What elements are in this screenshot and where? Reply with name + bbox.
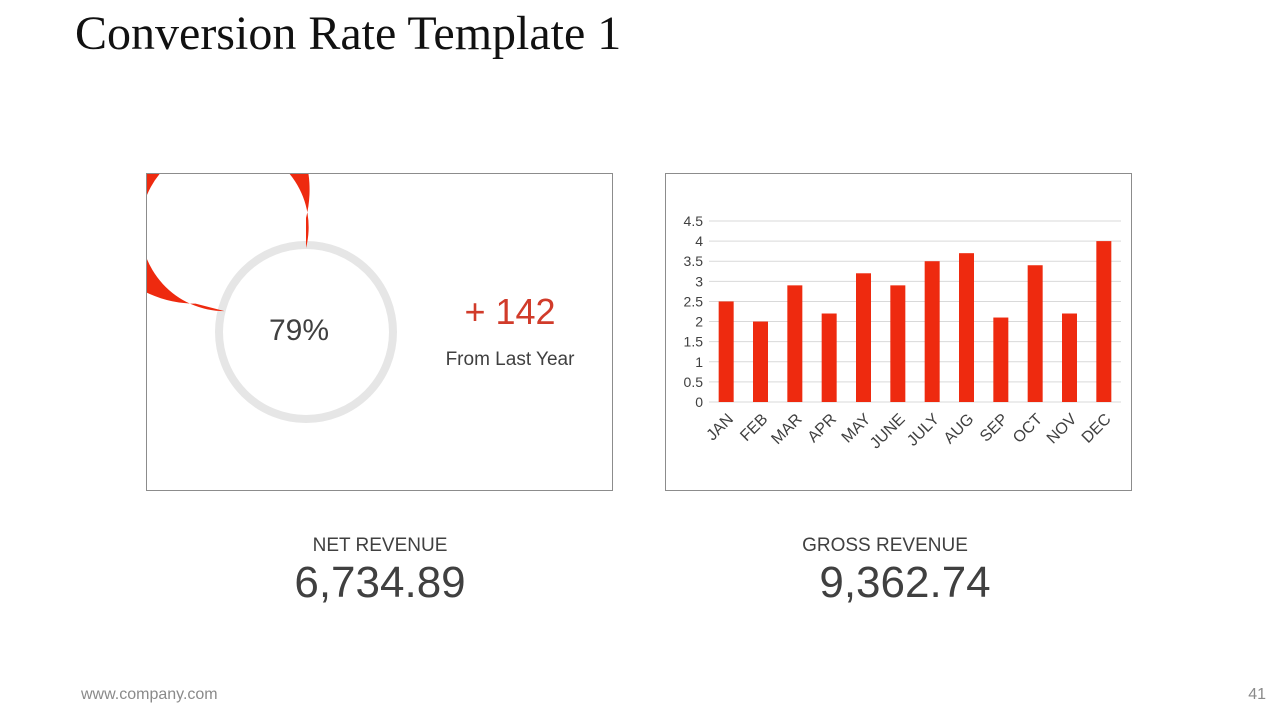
x-tick-label: SEP — [977, 411, 1012, 446]
y-tick-label: 0 — [695, 394, 703, 410]
x-tick-label: MAR — [768, 411, 805, 448]
page-number: 41 — [1248, 686, 1266, 703]
x-tick-label: AUG — [941, 411, 978, 448]
bar-apr — [821, 313, 837, 402]
y-tick-label: 0.5 — [684, 374, 704, 390]
y-tick-label: 3 — [695, 273, 703, 289]
donut-panel: 79% + 142 From Last Year — [146, 173, 613, 491]
donut-chart — [147, 174, 397, 423]
y-tick-label: 2 — [695, 314, 703, 330]
x-tick-label: DEC — [1079, 411, 1115, 447]
donut-value-arc — [147, 174, 310, 312]
y-tick-label: 4.5 — [684, 213, 704, 229]
bar-aug — [959, 253, 974, 402]
bar-nov — [1062, 313, 1077, 402]
x-tick-label: JAN — [704, 411, 737, 444]
y-tick-label: 3.5 — [684, 253, 704, 269]
y-tick-label: 2.5 — [684, 293, 704, 309]
change-value: + 142 — [464, 291, 556, 332]
y-tick-label: 4 — [695, 233, 703, 249]
gross-revenue-value: 9,362.74 — [819, 558, 991, 607]
y-tick-label: 1 — [695, 354, 703, 370]
bar-dec — [1096, 241, 1112, 402]
bar-chart-panel: 0 0.5 1 1.5 2 2.5 3 3.5 4 4.5 JAN FEB MAR APR MAY JUNE J… — [665, 173, 1132, 491]
donut-percent-label: 79% — [268, 314, 330, 347]
bar-jan — [718, 301, 734, 402]
net-revenue-value: 6,734.89 — [294, 558, 466, 607]
gross-revenue-label: GROSS REVENUE — [802, 535, 968, 556]
x-tick-label: APR — [805, 411, 840, 446]
bar-june — [890, 285, 906, 402]
net-revenue-label: NET REVENUE — [312, 535, 448, 556]
bar-sep — [993, 317, 1009, 402]
y-tick-label: 1.5 — [684, 334, 704, 350]
footer-url: www.company.com — [81, 686, 218, 703]
x-tick-label: JUNE — [867, 411, 909, 453]
bar-mar — [787, 285, 803, 402]
bar-oct — [1027, 265, 1043, 402]
bar-feb — [753, 321, 768, 402]
bar-july — [924, 261, 940, 402]
change-caption: From Last Year — [445, 349, 575, 370]
x-tick-label: NOV — [1044, 411, 1081, 448]
bar-may — [856, 273, 871, 402]
slide-title: Conversion Rate Template 1 — [75, 7, 622, 60]
x-tick-label: JULY — [904, 411, 943, 450]
x-tick-label: FEB — [737, 411, 771, 445]
x-tick-label: OCT — [1010, 411, 1046, 447]
